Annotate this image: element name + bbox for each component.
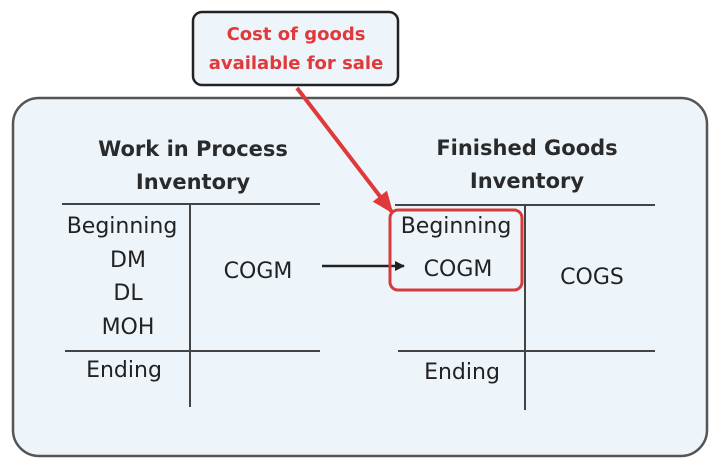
callout-line1: Cost of goods (227, 24, 366, 45)
fg-title-line1: Finished Goods (436, 136, 617, 160)
fg-cogs: COGS (560, 265, 624, 290)
fg-beginning: Beginning (401, 214, 512, 239)
fg-t-account: Finished Goods Inventory Beginning COGM … (395, 136, 655, 410)
wip-moh: MOH (102, 315, 155, 340)
wip-dl: DL (113, 281, 143, 306)
wip-title-line1: Work in Process (98, 137, 288, 161)
fg-title-line2: Inventory (470, 169, 584, 193)
panel (11, 96, 709, 458)
callout-line2: available for sale (209, 53, 384, 74)
wip-dm: DM (110, 248, 146, 273)
highlight-box (388, 208, 524, 292)
wip-t-account: Work in Process Inventory Beginning DM D… (62, 137, 320, 407)
callout-arrow (295, 86, 394, 214)
wip-cogm: COGM (224, 259, 293, 284)
wip-ending: Ending (86, 358, 162, 383)
wip-beginning: Beginning (67, 214, 178, 239)
callout-box (191, 10, 400, 87)
wip-title-line2: Inventory (136, 170, 250, 194)
fg-ending: Ending (424, 360, 500, 385)
fg-cogm: COGM (424, 257, 493, 282)
